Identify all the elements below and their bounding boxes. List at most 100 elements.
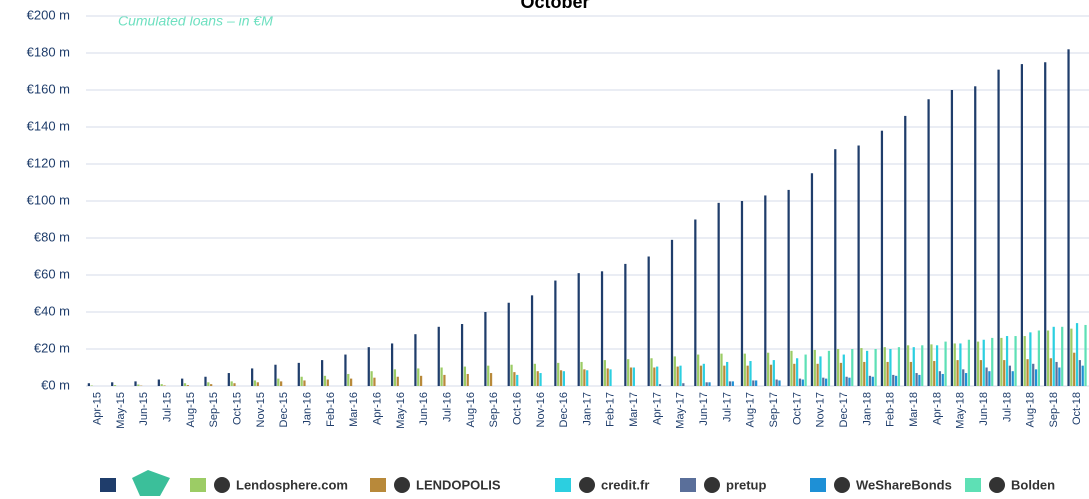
- bar: [1034, 369, 1038, 386]
- bar: [367, 347, 370, 386]
- bar: [976, 341, 980, 386]
- bar: [708, 382, 711, 386]
- bar: [1075, 323, 1079, 386]
- x-tick-label: Jul-18: [1001, 392, 1013, 422]
- bar: [927, 99, 930, 386]
- x-tick-label: Feb-18: [885, 392, 897, 427]
- bar: [912, 347, 915, 386]
- bar: [740, 201, 744, 386]
- bar: [603, 360, 606, 386]
- bar: [210, 384, 213, 386]
- bar: [1000, 337, 1003, 386]
- bar: [723, 365, 726, 386]
- bar: [487, 365, 490, 386]
- bar: [297, 362, 300, 386]
- bar: [956, 360, 959, 386]
- x-tick-label: Jun-16: [418, 392, 430, 426]
- legend-logo: [214, 477, 230, 493]
- y-tick-label: €140 m: [27, 118, 70, 133]
- bar: [326, 379, 329, 386]
- bar: [300, 376, 303, 386]
- x-tick-label: Mar-17: [628, 392, 640, 427]
- y-tick-label: €160 m: [27, 81, 70, 96]
- legend-logo: [394, 477, 410, 493]
- bar: [874, 349, 877, 386]
- bar: [834, 149, 837, 386]
- x-tick-label: Aug-15: [185, 392, 197, 427]
- bar: [697, 354, 700, 386]
- bar: [1049, 358, 1052, 386]
- bar: [609, 369, 612, 386]
- x-tick-label: May-16: [395, 392, 407, 429]
- bar: [904, 115, 907, 387]
- bar: [886, 361, 889, 386]
- bar: [419, 375, 423, 386]
- bar: [778, 380, 781, 386]
- bar: [321, 360, 324, 386]
- bar: [950, 90, 954, 386]
- x-tick-label: Jul-16: [441, 392, 453, 422]
- chart-title: October: [520, 0, 589, 12]
- bar: [804, 354, 807, 386]
- legend-label: Lendosphere.com: [236, 477, 348, 492]
- bar: [845, 376, 848, 386]
- bar: [880, 130, 884, 386]
- bar: [1052, 326, 1055, 386]
- y-tick-label: €120 m: [27, 155, 70, 170]
- bar: [842, 354, 845, 386]
- bar: [726, 361, 729, 386]
- bar: [848, 377, 851, 386]
- bar: [183, 383, 187, 386]
- bar: [113, 385, 117, 386]
- bar: [749, 361, 752, 386]
- bar: [822, 377, 825, 386]
- y-tick-label: €40 m: [34, 303, 70, 318]
- bar: [897, 347, 901, 386]
- bar: [941, 373, 944, 386]
- bar: [251, 368, 254, 386]
- x-tick-label: Oct-17: [791, 392, 803, 425]
- x-tick-label: Sep-15: [208, 392, 220, 427]
- bar: [157, 379, 160, 386]
- x-tick-label: Dec-15: [278, 392, 290, 427]
- bar: [1044, 62, 1047, 386]
- bar: [1073, 352, 1076, 386]
- x-tick-label: Apr-16: [371, 392, 383, 425]
- bar: [390, 343, 394, 386]
- bar: [819, 356, 822, 386]
- bar: [562, 371, 565, 386]
- bar: [277, 378, 280, 386]
- x-tick-label: May-18: [955, 392, 967, 429]
- x-tick-label: Jun-15: [138, 392, 150, 426]
- x-tick-label: Oct-16: [511, 392, 523, 425]
- x-tick-label: Jan-18: [861, 392, 873, 426]
- bar: [253, 380, 257, 386]
- bar: [967, 339, 971, 386]
- bar: [1067, 49, 1070, 387]
- bar: [344, 354, 347, 386]
- bar: [988, 371, 991, 386]
- bar: [1078, 360, 1081, 386]
- bar: [801, 379, 804, 386]
- y-tick-label: €100 m: [27, 192, 70, 207]
- x-tick-label: Nov-15: [255, 392, 267, 427]
- bar: [728, 381, 732, 386]
- bar: [772, 360, 775, 386]
- x-tick-label: Sep-18: [1048, 392, 1060, 427]
- bar: [624, 263, 627, 386]
- bar: [1032, 363, 1035, 386]
- legend-logo: [834, 477, 850, 493]
- bar: [717, 202, 720, 386]
- bar: [860, 348, 863, 386]
- bar: [813, 349, 816, 386]
- bar: [280, 381, 283, 386]
- y-tick-label: €80 m: [34, 229, 70, 244]
- bar: [323, 375, 327, 386]
- bar: [1081, 365, 1084, 386]
- chart-subtitle: Cumulated loans – in €M: [118, 13, 273, 29]
- bar: [670, 239, 674, 386]
- bar: [230, 381, 233, 386]
- bar: [798, 378, 802, 386]
- x-tick-label: Jun-17: [698, 392, 710, 426]
- bar: [909, 361, 913, 386]
